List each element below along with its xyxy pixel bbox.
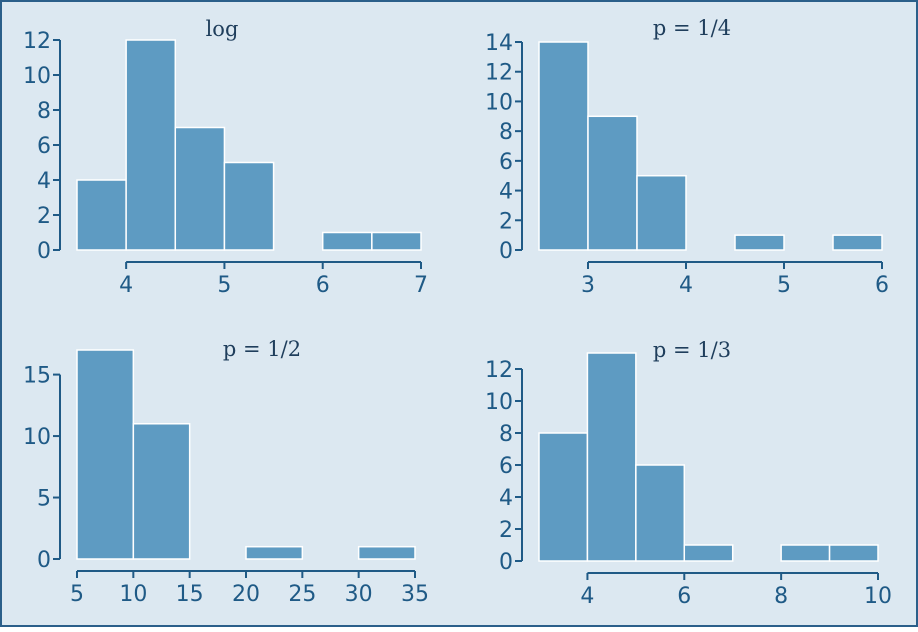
y-tick-label: 6	[499, 454, 513, 479]
panel-p-quarter: 0 2 4 6 8 10 12 14 3 4 5 6 p = 1/4	[485, 16, 889, 298]
y-tick-label: 4	[37, 169, 51, 194]
y-tick-label: 6	[499, 150, 513, 175]
panel-title: p = 1/3	[653, 338, 731, 362]
y-tick-label: 4	[499, 486, 513, 511]
x-tick-label: 6	[677, 584, 691, 609]
y-tick-label: 15	[23, 364, 51, 389]
x-tick-label: 5	[777, 273, 791, 298]
x-tick-label: 35	[401, 582, 429, 607]
x-tick-label: 20	[232, 582, 260, 607]
histogram-bar	[357, 545, 416, 560]
histogram-bar	[538, 41, 589, 251]
x-tick-label: 5	[217, 273, 231, 298]
x-tick-label: 25	[288, 582, 316, 607]
panel-log: 0 2 4 6 8 10 12 4 5 6 7 log	[23, 17, 428, 298]
histogram-bar	[587, 115, 638, 251]
x-tick-label: 7	[414, 273, 428, 298]
y-tick-label: 12	[23, 29, 51, 54]
y-tick-label: 5	[37, 487, 51, 512]
histogram-bar	[636, 174, 687, 251]
x-tick-label: 10	[119, 582, 147, 607]
histogram-bar	[832, 234, 883, 251]
y-tick-label: 12	[485, 358, 513, 383]
panel-title: p = 1/4	[653, 16, 731, 40]
panel-title: p = 1/2	[223, 337, 301, 361]
y-tick-label: 10	[23, 64, 51, 89]
y-tick-label: 2	[37, 204, 51, 229]
x-tick-label: 6	[875, 273, 889, 298]
x-tick-label: 6	[316, 273, 330, 298]
y-tick-label: 2	[499, 209, 513, 234]
x-tick-label: 4	[580, 584, 594, 609]
x-tick-label: 15	[176, 582, 204, 607]
histogram-bar	[683, 544, 734, 562]
histogram-bar	[76, 349, 135, 560]
y-tick-label: 10	[23, 425, 51, 450]
y-tick-label: 0	[37, 239, 51, 264]
histogram-bar	[371, 231, 422, 251]
histogram-bar	[76, 179, 127, 251]
histogram-bar	[223, 161, 275, 251]
y-tick-label: 8	[499, 120, 513, 145]
x-tick-label: 10	[864, 584, 892, 609]
x-tick-label: 5	[70, 582, 84, 607]
y-tick-label: 14	[485, 31, 513, 56]
y-tick-label: 0	[499, 550, 513, 575]
histogram-bar	[245, 545, 304, 560]
histogram-bar	[780, 544, 831, 562]
panel-title: log	[206, 17, 239, 41]
y-tick-label: 0	[499, 239, 513, 264]
y-tick-label: 10	[485, 390, 513, 415]
x-tick-label: 4	[679, 273, 693, 298]
histogram-bar	[734, 234, 785, 251]
y-tick-label: 8	[499, 422, 513, 447]
histogram-bar	[321, 231, 373, 251]
histogram-bar	[635, 464, 686, 562]
histogram-bar	[174, 126, 226, 251]
x-tick-label: 4	[119, 273, 133, 298]
histogram-bar	[828, 544, 879, 562]
y-tick-label: 12	[485, 61, 513, 86]
x-tick-label: 30	[345, 582, 373, 607]
y-tick-label: 0	[37, 548, 51, 573]
histogram-bar	[132, 423, 191, 560]
x-tick-label: 3	[581, 273, 595, 298]
y-tick-label: 2	[499, 518, 513, 543]
y-tick-label: 8	[37, 99, 51, 124]
panel-p-third: 0 2 4 6 8 10 12 4 6 8 10 p = 1/3	[485, 338, 892, 609]
histogram-bar	[125, 39, 177, 251]
y-tick-label: 6	[37, 134, 51, 159]
histogram-bar	[586, 352, 637, 562]
y-tick-label: 4	[499, 180, 513, 205]
y-tick-label: 10	[485, 90, 513, 115]
histogram-bar	[538, 432, 589, 562]
x-tick-label: 8	[774, 584, 788, 609]
